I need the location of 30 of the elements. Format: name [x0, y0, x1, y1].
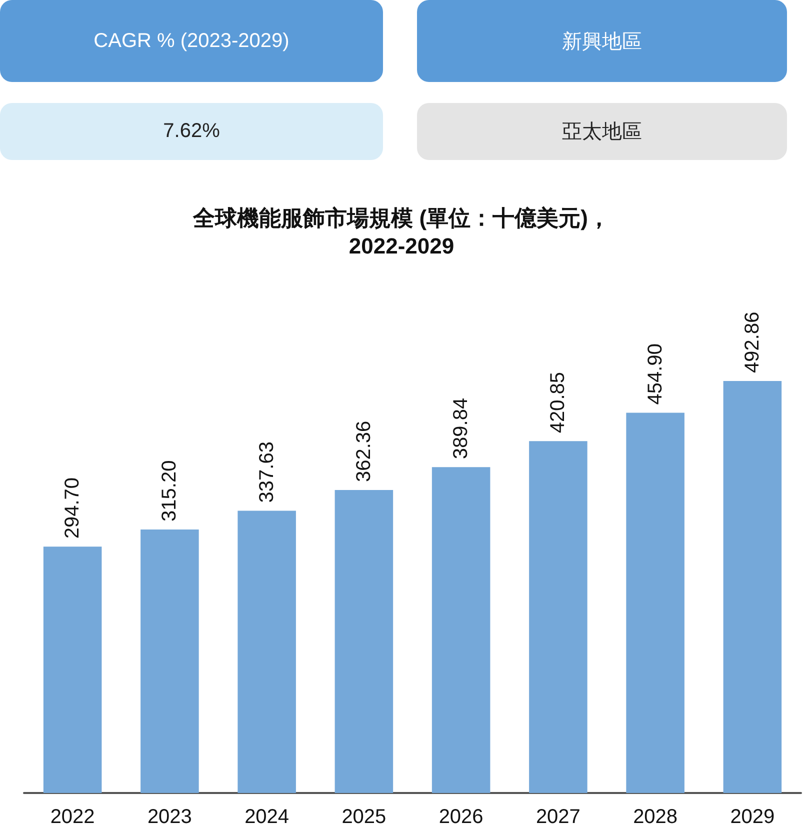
bar: [432, 467, 490, 793]
x-tick-label: 2022: [50, 806, 95, 828]
x-tick-label: 2029: [730, 806, 775, 828]
data-label: 315.20: [158, 460, 181, 522]
x-tick-label: 2024: [244, 806, 290, 828]
data-label: 362.36: [352, 420, 375, 482]
bar: [334, 490, 394, 793]
x-tick-label: 2028: [633, 806, 678, 828]
bar: [238, 510, 296, 793]
x-tick-label: 2023: [147, 806, 192, 828]
x-tick-label: 2026: [438, 806, 484, 828]
bar: [140, 529, 199, 793]
data-label: 492.86: [741, 312, 764, 373]
text: 亞太地區: [417, 103, 787, 160]
chart-title: 全球機能服飾市場規模 (單位：十億美元)，: [192, 206, 610, 230]
data-label: 294.70: [62, 477, 84, 539]
data-label: 337.63: [256, 442, 278, 503]
bar: [529, 441, 588, 793]
x-tick-label: 2027: [536, 806, 580, 828]
data-label: 454.90: [644, 344, 666, 405]
text: CAGR % (2023-2029): [0, 0, 383, 82]
text: 新興地區: [417, 0, 787, 82]
x-tick-label: 2025: [342, 806, 386, 828]
data-label: 389.84: [450, 398, 472, 460]
data-label: 420.85: [547, 372, 570, 434]
bar: [43, 546, 102, 793]
bar: [723, 380, 782, 793]
text: 7.62%: [0, 103, 383, 160]
chart-subtitle: 2022-2029: [348, 234, 454, 258]
bar: [626, 412, 684, 793]
